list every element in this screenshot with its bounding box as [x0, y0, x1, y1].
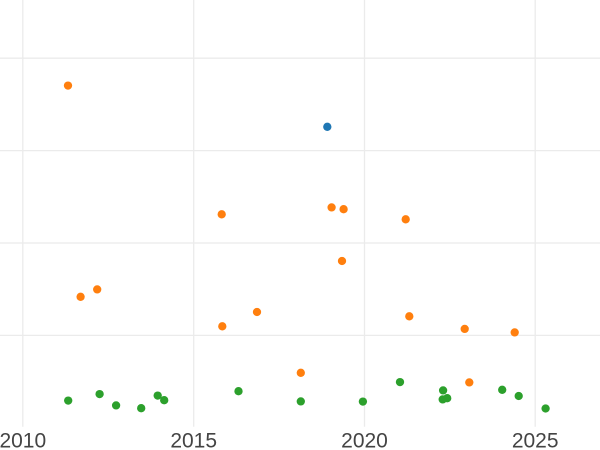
svg-text:2010: 2010	[0, 429, 46, 450]
svg-text:2015: 2015	[170, 429, 217, 450]
svg-text:2025: 2025	[512, 429, 559, 450]
svg-text:2020: 2020	[341, 429, 388, 450]
